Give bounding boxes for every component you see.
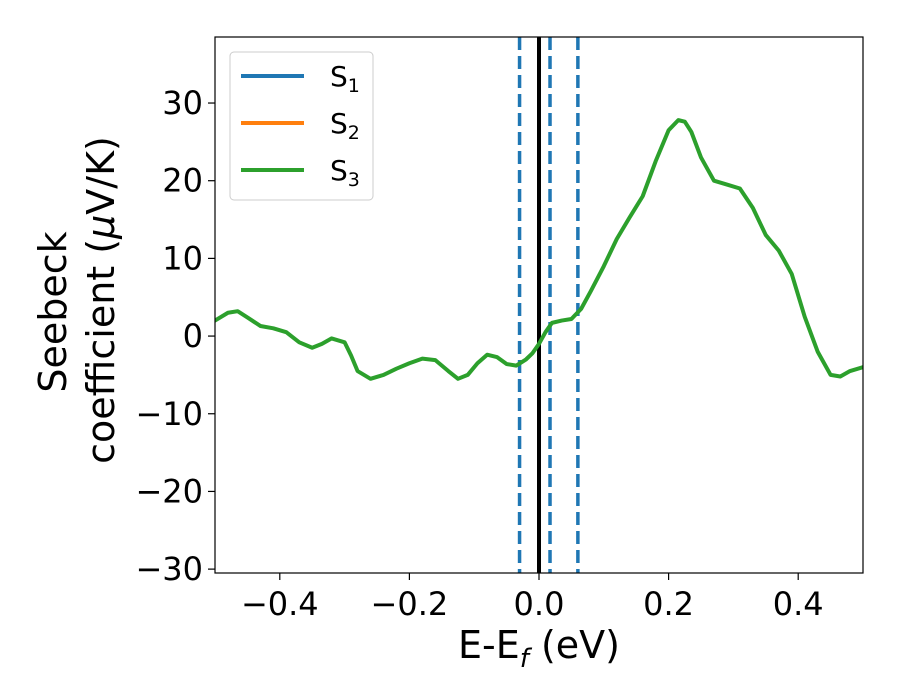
y-axis-label-line2-pre: coefficient ( <box>79 239 123 464</box>
y-axis-label: Seebeck coefficient (μV/K) <box>31 136 123 464</box>
y-tick-label: −20 <box>135 472 203 510</box>
series-line-s3 <box>215 118 863 381</box>
x-tick-label: 0.4 <box>773 585 824 623</box>
legend-items: S1 S2 S3 <box>241 60 360 191</box>
y-tick-label: −10 <box>135 395 203 433</box>
legend-label-s2: S2 <box>330 107 360 144</box>
y-axis-ticks: −30 −20 −10 0 10 20 30 <box>135 84 215 588</box>
legend-label-s3: S3 <box>330 154 360 191</box>
series-lines <box>215 118 863 381</box>
x-axis-label: E-Ef (eV) <box>458 623 620 674</box>
y-axis-label-line1: Seebeck <box>31 231 75 392</box>
x-tick-label: −0.2 <box>371 585 449 623</box>
legend: S1 S2 S3 <box>229 51 374 201</box>
x-tick-label: 0.0 <box>514 585 565 623</box>
y-axis-label-mu: μ <box>79 215 123 240</box>
x-axis-ticks: −0.4 −0.2 0.0 0.2 0.4 <box>241 573 824 623</box>
y-tick-label: −30 <box>135 550 203 588</box>
y-tick-label: 20 <box>162 162 203 200</box>
x-axis-label-main: E-E <box>458 623 520 667</box>
y-tick-label: 0 <box>183 317 203 355</box>
y-axis-label-line2-post: V/K) <box>79 136 123 215</box>
y-tick-label: 30 <box>162 84 203 122</box>
y-axis-label-line2: coefficient (μV/K) <box>79 136 123 464</box>
x-tick-label: 0.2 <box>643 585 694 623</box>
x-tick-label: −0.4 <box>241 585 319 623</box>
reference-lines <box>517 37 580 573</box>
legend-label-s1: S1 <box>330 60 360 97</box>
legend-box <box>229 51 374 201</box>
x-axis-label-unit: (eV) <box>529 623 620 667</box>
y-tick-label: 10 <box>162 239 203 277</box>
